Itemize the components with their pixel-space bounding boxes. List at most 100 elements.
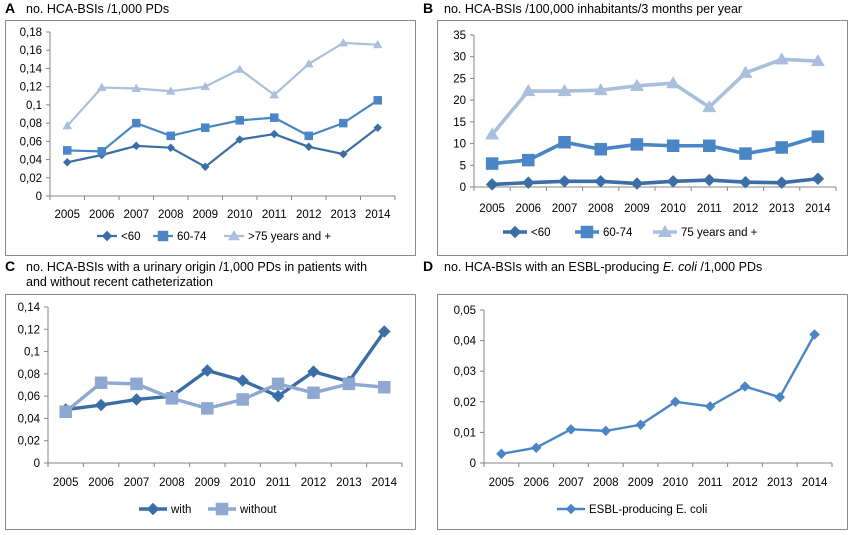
panel-frame	[437, 20, 848, 256]
series-1	[59, 376, 391, 418]
series-line	[490, 57, 818, 136]
legend-marker	[580, 225, 594, 239]
series-line	[65, 330, 386, 412]
data-point	[522, 153, 535, 167]
x-tick-label: 2008	[159, 477, 185, 489]
x-tick-label: 2008	[593, 477, 619, 489]
data-point	[165, 392, 179, 405]
data-point	[96, 82, 107, 92]
legend-item: 60-74	[575, 225, 633, 239]
data-point	[774, 52, 789, 65]
x-tick-label: 2013	[330, 209, 356, 221]
x-tick-label: 2008	[588, 203, 614, 215]
data-point	[130, 377, 143, 391]
data-point	[236, 393, 249, 406]
series-line	[66, 41, 378, 127]
data-point	[201, 402, 214, 415]
data-point	[373, 123, 383, 133]
data-point	[521, 176, 535, 190]
panel-frame	[437, 294, 848, 530]
legend-marker	[657, 224, 673, 238]
data-point	[485, 157, 499, 170]
panel-title: no. HCA-BSIs /100,000 inhabitants/3 mont…	[444, 2, 742, 16]
x-tick-label: 2007	[124, 477, 150, 489]
legend-marker	[508, 225, 522, 239]
data-point	[130, 393, 143, 406]
data-point	[270, 113, 279, 122]
y-tick-label: 0,1	[26, 100, 42, 112]
x-tick-label: 2005	[479, 203, 505, 215]
y-tick-label: 0,14	[20, 63, 43, 75]
y-tick-label: 0,02	[20, 173, 42, 185]
data-point	[200, 162, 210, 172]
data-point	[166, 131, 175, 141]
y-tick-label: 0,02	[454, 397, 476, 409]
data-point	[235, 135, 245, 144]
y-tick-label: 0,12	[20, 82, 42, 94]
legend-marker	[228, 230, 240, 241]
data-point	[810, 53, 825, 67]
data-point	[235, 116, 244, 125]
x-tick-label: 2012	[301, 477, 327, 489]
series-2	[485, 52, 825, 140]
legend-label: ESBL-producing E. coli	[589, 504, 707, 516]
x-tick-label: 2010	[663, 477, 689, 489]
x-tick-label: 2005	[53, 477, 79, 489]
x-tick-label: 2014	[365, 209, 391, 221]
data-point	[521, 83, 536, 97]
legend-item: >75 years and +	[224, 230, 331, 243]
data-point	[629, 78, 644, 91]
y-tick-label: 0,1	[24, 347, 40, 359]
data-point	[635, 419, 646, 431]
panel-title: no. HCA-BSIs /1,000 PDs	[26, 2, 169, 16]
series-0	[496, 329, 820, 460]
data-point	[271, 377, 285, 391]
data-point	[165, 86, 176, 95]
title-part: /1,000 PDs	[697, 260, 762, 274]
legend-item: ESBL-producing E. coli	[557, 503, 707, 516]
data-point	[600, 425, 612, 437]
x-tick-label: 2009	[628, 477, 654, 489]
data-point	[269, 89, 280, 99]
data-point	[200, 364, 214, 377]
data-point	[594, 142, 607, 156]
data-point	[94, 398, 108, 412]
series-line	[64, 381, 385, 414]
data-point	[338, 38, 349, 47]
legend-marker	[146, 502, 160, 516]
x-tick-label: 2014	[805, 203, 831, 215]
title-part: no. HCA-BSIs with a urinary origin /1,00…	[26, 260, 367, 274]
legend-item: 60-74	[153, 230, 207, 243]
x-tick-label: 2008	[158, 209, 184, 221]
panel-letter: D	[423, 258, 433, 274]
data-point	[666, 139, 680, 152]
x-tick-label: 2014	[372, 477, 398, 489]
data-point	[131, 83, 142, 92]
data-point	[666, 76, 681, 89]
legend-marker	[101, 230, 113, 242]
y-tick-label: 0,18	[20, 27, 42, 39]
series-1	[63, 96, 382, 156]
panel-title: no. HCA-BSIs with an ESBL-producing E. c…	[444, 260, 762, 274]
x-tick-label: 2011	[262, 209, 287, 221]
series-line	[501, 333, 816, 456]
y-tick-label: 0,12	[18, 324, 40, 336]
x-tick-label: 2006	[89, 209, 115, 221]
data-point	[166, 143, 176, 153]
y-tick-label: 0,04	[454, 336, 477, 348]
legend-label: with	[170, 504, 191, 516]
data-point	[307, 386, 320, 400]
data-point	[739, 175, 752, 189]
x-tick-label: 2011	[698, 477, 723, 489]
y-tick-label: 5	[460, 160, 466, 172]
legend-label: 60-74	[603, 227, 633, 239]
x-tick-label: 2012	[732, 477, 758, 489]
data-point	[703, 139, 716, 152]
legend-label: 75 years and +	[681, 227, 758, 239]
legend-label: <60	[531, 227, 551, 239]
panel-frame	[5, 20, 416, 256]
legend-marker	[157, 230, 169, 242]
data-point	[372, 39, 383, 49]
